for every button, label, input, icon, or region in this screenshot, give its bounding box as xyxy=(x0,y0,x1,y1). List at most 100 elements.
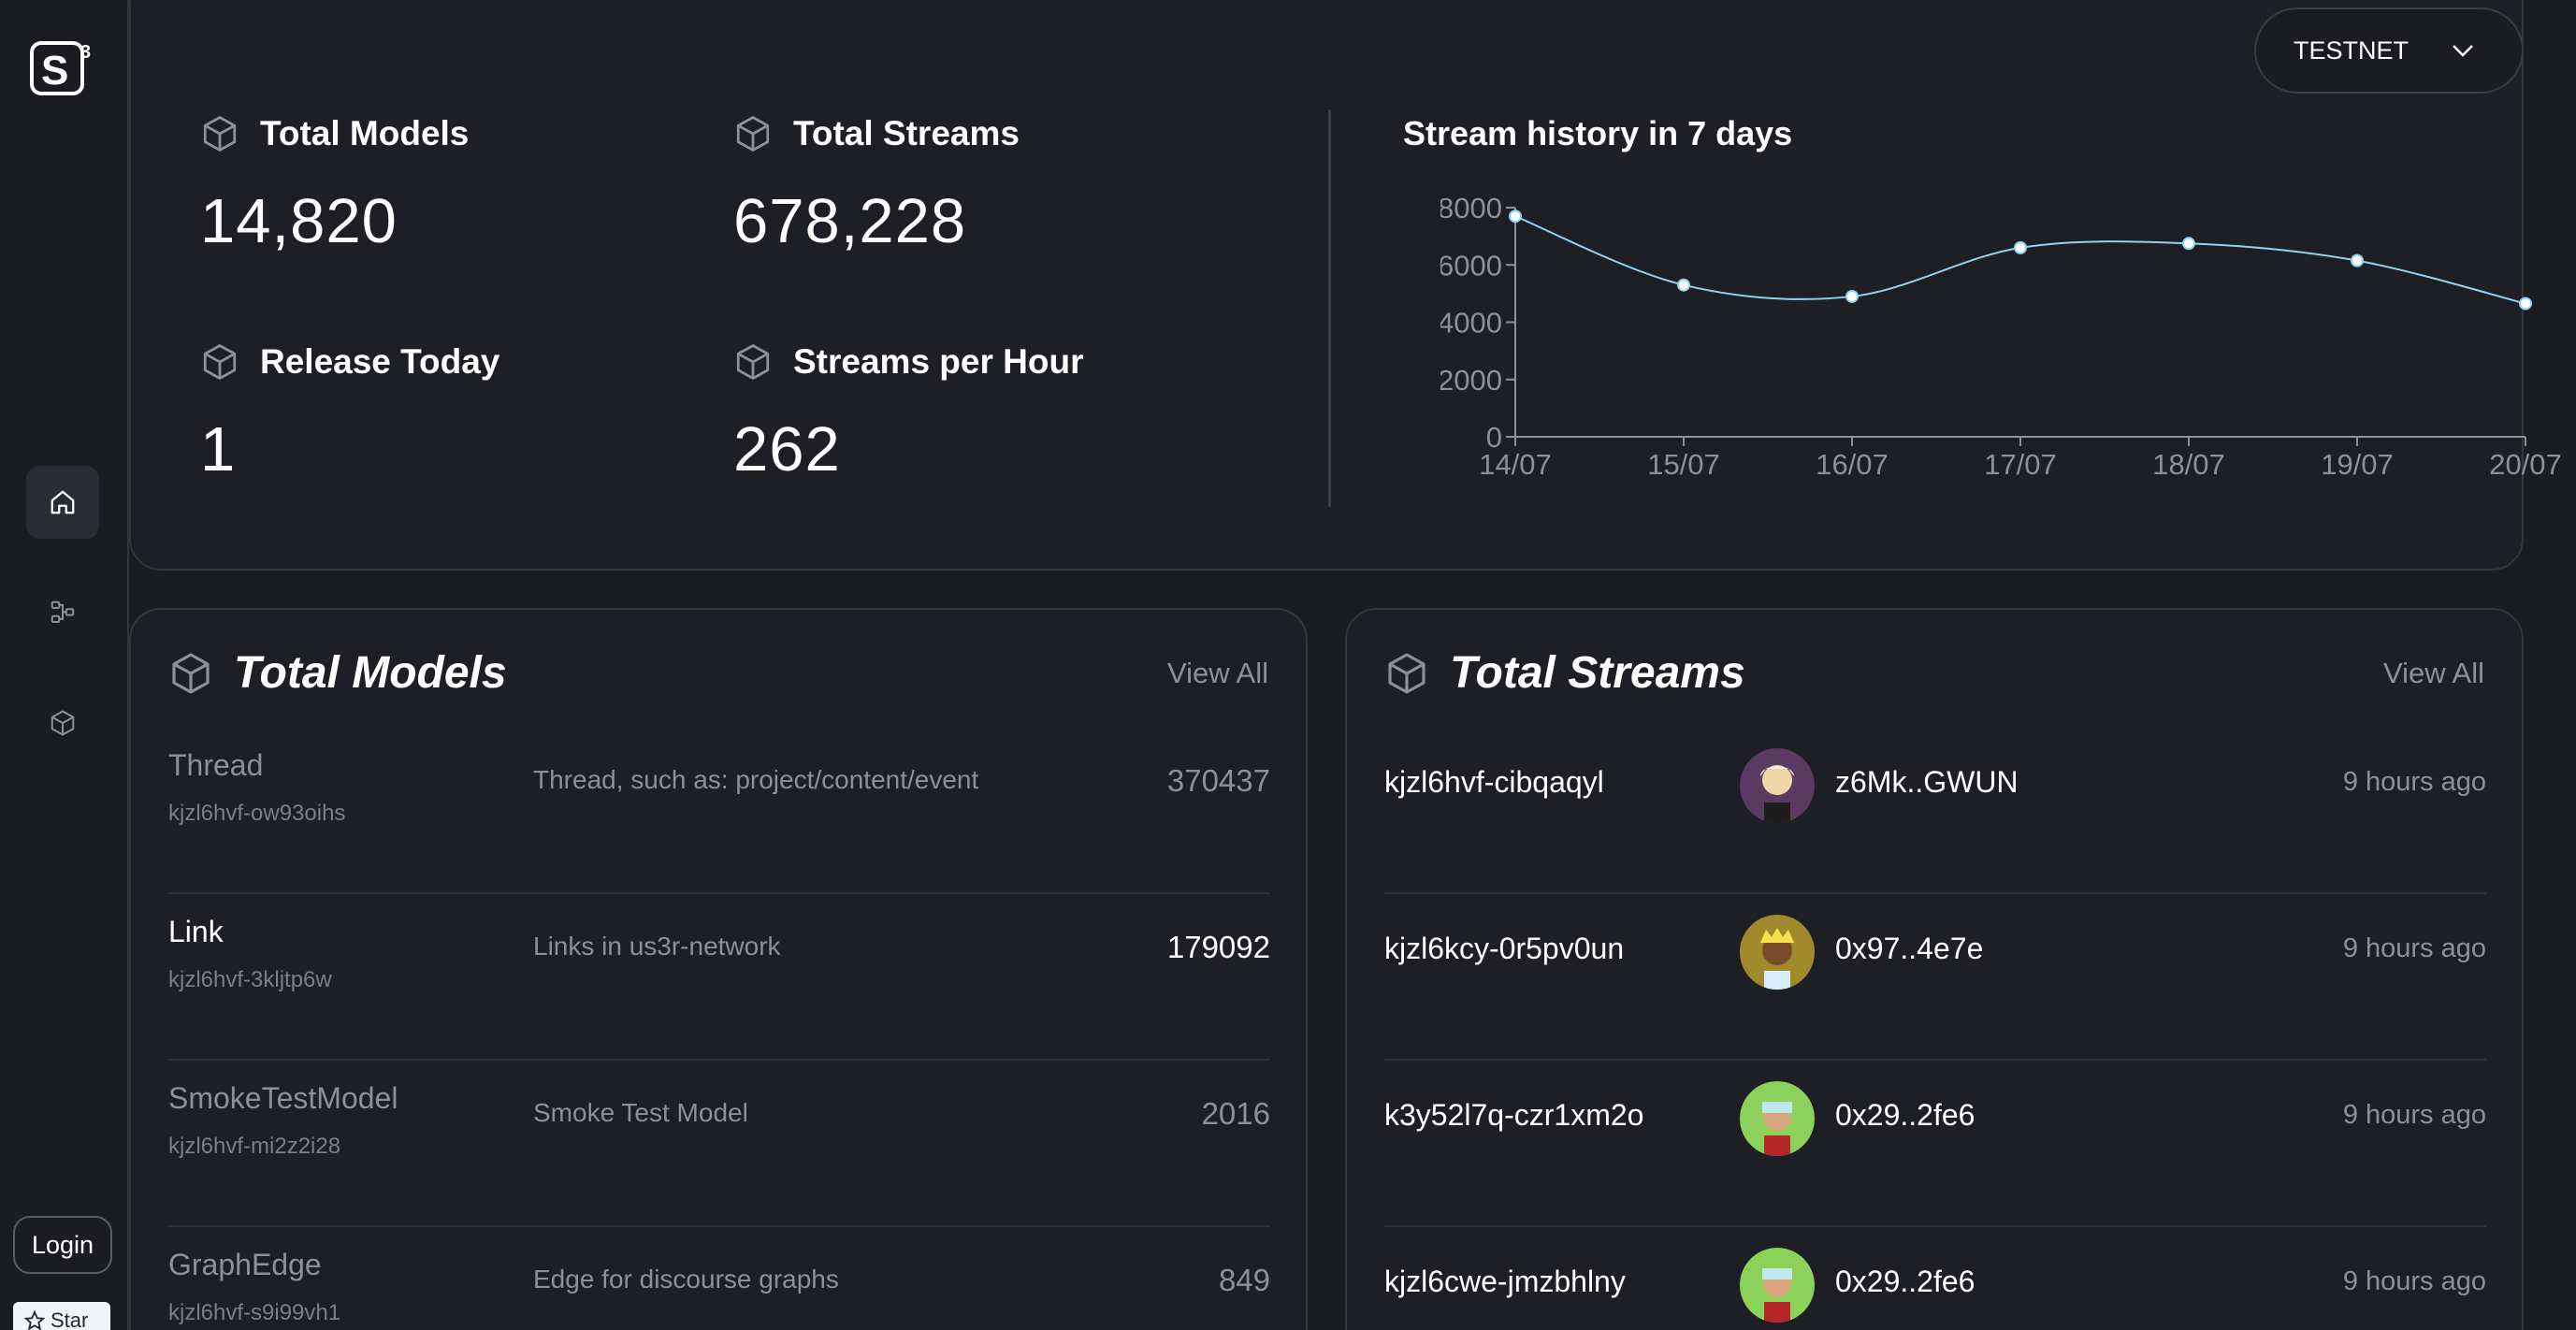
star-icon xyxy=(24,1310,45,1330)
star-label: Star xyxy=(51,1308,89,1330)
stat-label: Release Today xyxy=(260,342,500,381)
stream-id: kjzl6kcy-0r5pv0un xyxy=(1384,932,1625,965)
streams-view-all-link[interactable]: View All xyxy=(2383,656,2484,689)
y-tick-label: 6000 xyxy=(1440,249,1502,282)
x-tick-label: 17/07 xyxy=(1984,448,2057,481)
model-row[interactable]: Link kjzl6hvf-3kljtp6w Links in us3r-net… xyxy=(168,894,1270,1061)
x-tick-label: 20/07 xyxy=(2489,448,2562,481)
cube-icon xyxy=(51,710,75,736)
stream-time: 9 hours ago xyxy=(2342,1266,2486,1296)
data-point xyxy=(1677,278,1690,292)
y-tick-label: 0 xyxy=(1486,421,1502,454)
stat-label: Total Models xyxy=(260,114,470,152)
stat-value: 262 xyxy=(733,414,841,484)
model-id: kjzl6hvf-s9i99vh1 xyxy=(168,1300,341,1325)
stream-row[interactable]: kjzl6cwe-jmzbhlny 0x29..2fe6 9 hours ago xyxy=(1384,1227,2486,1330)
model-id: kjzl6hvf-ow93oihs xyxy=(168,801,346,826)
data-point xyxy=(1509,210,1522,224)
github-star-button[interactable]: Star xyxy=(13,1302,110,1330)
model-name: SmokeTestModel xyxy=(168,1081,398,1115)
chevron-down-icon xyxy=(2453,45,2473,57)
app-logo[interactable]: S 3 xyxy=(30,36,95,97)
avatar xyxy=(1740,1081,1815,1156)
stream-time: 9 hours ago xyxy=(2342,933,2486,963)
data-point xyxy=(1845,289,1859,303)
models-card-header: Total Models View All xyxy=(168,647,1268,699)
data-point xyxy=(2351,253,2364,267)
svg-text:S: S xyxy=(41,48,68,94)
avatar xyxy=(1740,748,1815,823)
cube-icon xyxy=(1388,652,1425,694)
data-point xyxy=(2519,296,2532,311)
data-point xyxy=(2014,240,2027,254)
model-description: Edge for discourse graphs xyxy=(533,1265,839,1294)
model-count: 179092 xyxy=(1166,930,1270,964)
cube-icon xyxy=(172,652,210,694)
stat-value: 1 xyxy=(200,414,237,484)
model-description: Smoke Test Model xyxy=(533,1098,748,1127)
x-tick-label: 14/07 xyxy=(1479,448,1552,481)
stream-id: kjzl6cwe-jmzbhlny xyxy=(1384,1265,1626,1298)
stream-row[interactable]: k3y52l7q-czr1xm2o 0x29..2fe6 9 hours ago xyxy=(1384,1061,2486,1227)
model-name: Link xyxy=(168,915,224,948)
stat-release-today: Release Today 1 xyxy=(200,342,499,485)
stats-card: Total Models 14,820 Total Streams 678,22… xyxy=(129,0,2562,571)
cube-icon xyxy=(203,344,237,380)
sidebar-item-streams[interactable] xyxy=(26,576,99,649)
stream-row[interactable]: kjzl6kcy-0r5pv0un 0x97..4e7e 9 hours ago xyxy=(1384,894,2486,1061)
model-name: GraphEdge xyxy=(168,1248,322,1281)
series-line xyxy=(1514,215,2526,305)
chart-title: Stream history in 7 days xyxy=(1403,114,1793,152)
x-tick-label: 16/07 xyxy=(1816,448,1889,481)
network-selector[interactable]: TESTNET xyxy=(2254,7,2524,94)
stream-owner: 0x29..2fe6 xyxy=(1835,1098,1975,1132)
model-row[interactable]: Thread kjzl6hvf-ow93oihs Thread, such as… xyxy=(168,728,1270,894)
models-view-all-link[interactable]: View All xyxy=(1167,656,1268,689)
sidebar-item-models[interactable] xyxy=(26,687,99,759)
x-tick-label: 19/07 xyxy=(2321,448,2394,481)
data-point xyxy=(2182,237,2195,251)
stream-time: 9 hours ago xyxy=(2342,767,2486,797)
stream-owner: 0x97..4e7e xyxy=(1835,932,1984,965)
stream-time: 9 hours ago xyxy=(2342,1100,2486,1130)
stat-value: 14,820 xyxy=(200,186,398,256)
cube-icon xyxy=(736,116,770,152)
model-count: 2016 xyxy=(1201,1096,1270,1131)
cube-icon xyxy=(203,116,237,152)
stream-history-chart: 0 2000 4000 6000 8000 14/07 15/07 16/07 17/07 18/… xyxy=(1440,192,2562,481)
stat-label: Streams per Hour xyxy=(793,342,1084,381)
model-row[interactable]: GraphEdge kjzl6hvf-s9i99vh1 Edge for dis… xyxy=(168,1227,1270,1330)
streams-card: Total Streams View All kjzl6hvf-cibqaqyl… xyxy=(1345,608,2524,1330)
stream-owner: z6Mk..GWUN xyxy=(1835,765,2019,799)
cube-icon xyxy=(736,344,770,380)
model-row[interactable]: SmokeTestModel kjzl6hvf-mi2z2i28 Smoke T… xyxy=(168,1061,1270,1227)
stats-divider xyxy=(1328,109,1331,507)
stat-value: 678,228 xyxy=(733,186,967,256)
login-button[interactable]: Login xyxy=(13,1216,112,1274)
y-tick-label: 4000 xyxy=(1440,307,1502,340)
y-tick-label: 8000 xyxy=(1440,192,1502,224)
home-icon xyxy=(51,490,75,514)
stat-streams-per-hour: Streams per Hour 262 xyxy=(733,342,1084,485)
models-card: Total Models View All Thread kjzl6hvf-ow… xyxy=(129,608,1308,1330)
stat-total-models: Total Models 14,820 xyxy=(200,114,469,257)
x-tick-label: 18/07 xyxy=(2152,448,2225,481)
svg-text:3: 3 xyxy=(80,42,91,63)
avatar xyxy=(1740,915,1815,990)
model-id: kjzl6hvf-mi2z2i28 xyxy=(168,1134,341,1159)
stream-id: k3y52l7q-czr1xm2o xyxy=(1384,1098,1644,1132)
streams-card-title: Total Streams xyxy=(1450,648,1745,698)
avatar xyxy=(1740,1248,1815,1323)
sidebar-item-home[interactable] xyxy=(26,466,99,539)
stat-label: Total Streams xyxy=(793,114,1020,152)
model-description: Links in us3r-network xyxy=(533,932,781,961)
streams-card-header: Total Streams View All xyxy=(1384,647,2484,699)
x-tick-label: 15/07 xyxy=(1647,448,1720,481)
stream-id: kjzl6hvf-cibqaqyl xyxy=(1384,765,1604,799)
sidebar: S 3 Login Star xyxy=(0,0,129,1330)
y-tick-label: 2000 xyxy=(1440,364,1502,397)
stream-row[interactable]: kjzl6hvf-cibqaqyl z6Mk..GWUN 9 hours ago xyxy=(1384,728,2486,894)
model-name: Thread xyxy=(168,748,264,782)
models-card-title: Total Models xyxy=(234,648,507,698)
network-selected: TESTNET xyxy=(2294,36,2410,65)
